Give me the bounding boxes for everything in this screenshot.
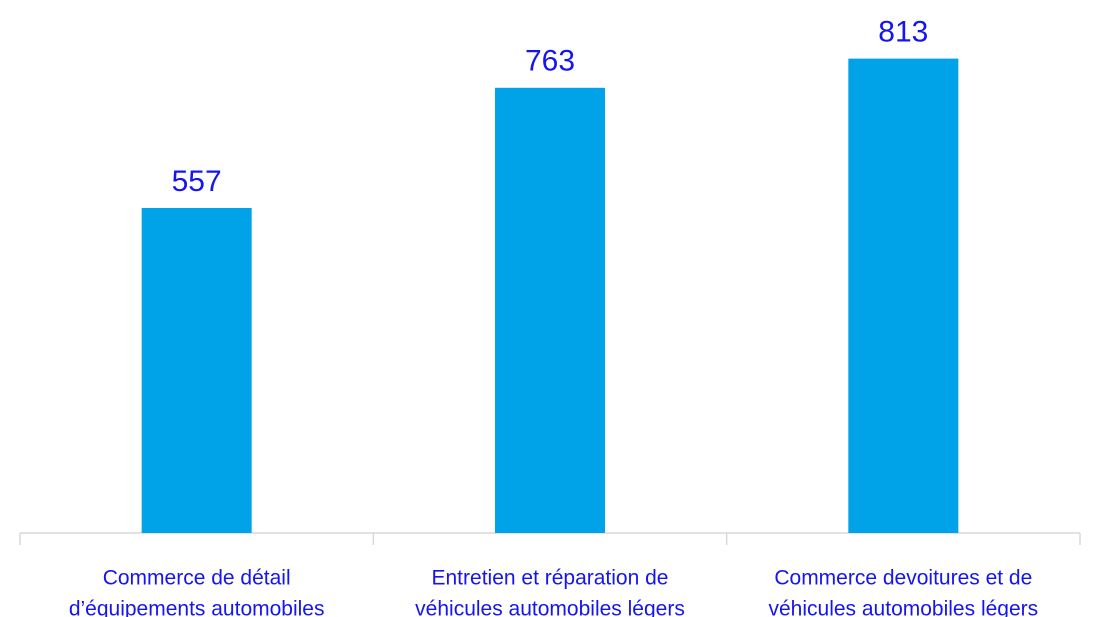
x-tick-label: véhicules automobiles légers — [769, 598, 1039, 617]
x-tick-label: d’équipements automobiles — [69, 598, 325, 617]
bar — [495, 87, 605, 534]
value-label: 763 — [525, 45, 575, 78]
bar — [848, 58, 959, 533]
value-label: 813 — [878, 16, 928, 49]
x-tick-label: Entretien et réparation de — [432, 567, 669, 590]
bar — [141, 207, 252, 534]
x-tick-label: Commerce devoitures et de — [774, 567, 1032, 590]
value-label: 557 — [172, 165, 222, 198]
x-tick-label: véhicules automobiles légers — [415, 598, 685, 617]
x-tick-label: Commerce de détail — [103, 567, 291, 590]
